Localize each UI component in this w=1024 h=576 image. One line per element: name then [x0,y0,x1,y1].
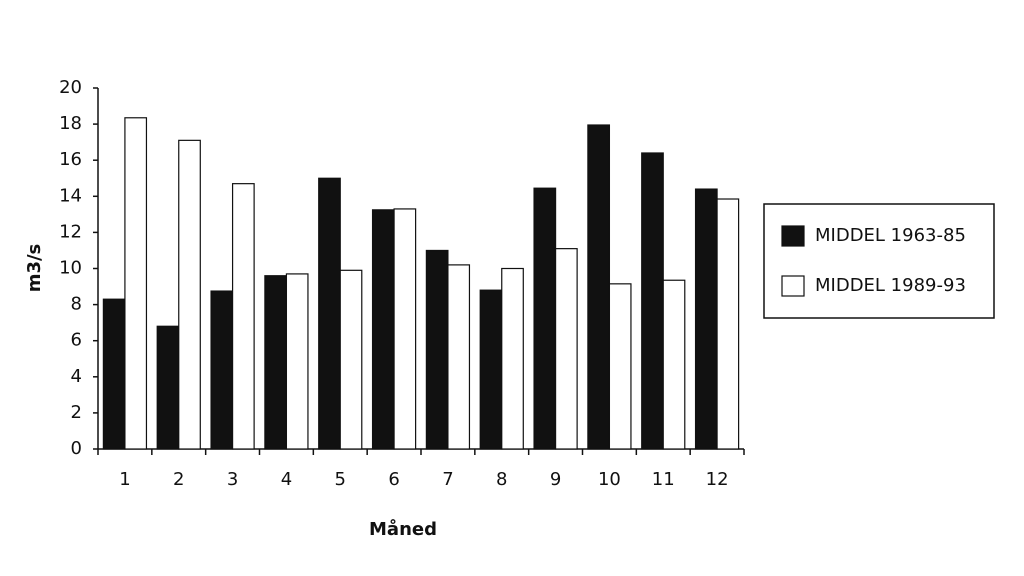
y-axis-title: m3/s [24,244,45,293]
x-tick-label: 1 [119,469,130,490]
y-tick-label: 2 [71,402,82,423]
bar [156,325,180,450]
bar [231,183,255,450]
bar [264,275,288,450]
bar [533,187,557,450]
bar [447,264,471,450]
bar [694,188,718,450]
x-tick-label: 6 [388,469,399,490]
bar [641,152,664,450]
x-axis-title: Måned [369,518,437,540]
x-tick-label: 9 [550,469,561,490]
bar [285,273,309,450]
x-tick-label: 7 [442,469,453,490]
bar [501,267,524,450]
x-tick-label: 12 [706,469,729,490]
bar [371,209,395,450]
x-tick-label: 11 [652,469,675,490]
x-tick-label: 10 [598,469,621,490]
y-tick-label: 20 [59,77,82,98]
legend-label: MIDDEL 1963-85 [815,225,966,246]
bar [608,283,632,450]
y-tick-label: 16 [59,149,82,170]
x-tick-label: 3 [227,469,238,490]
bar [662,279,686,450]
x-tick-label: 8 [496,469,507,490]
bar [393,208,417,450]
bar [479,289,503,450]
bar [178,139,201,450]
legend-swatch [781,225,805,247]
x-tick-label: 4 [281,469,292,490]
x-tick-label: 2 [173,469,184,490]
bar [425,249,449,450]
y-tick-label: 8 [71,294,82,315]
bar [339,269,363,450]
y-tick-label: 4 [71,366,82,387]
bar [210,290,234,450]
bar [124,117,148,450]
legend-box [763,203,995,319]
y-tick-label: 18 [59,113,82,134]
bar [318,177,341,450]
y-tick-label: 10 [59,258,82,279]
bar [554,248,578,450]
x-tick-label: 5 [335,469,346,490]
bar [716,198,740,450]
y-tick-label: 6 [71,330,82,351]
legend-swatch [781,275,805,297]
y-tick-label: 14 [59,185,82,206]
y-tick-label: 12 [59,221,82,242]
y-tick-label: 0 [71,438,82,459]
legend-label: MIDDEL 1989-93 [815,275,966,296]
bar [102,298,126,450]
bar [587,124,611,450]
